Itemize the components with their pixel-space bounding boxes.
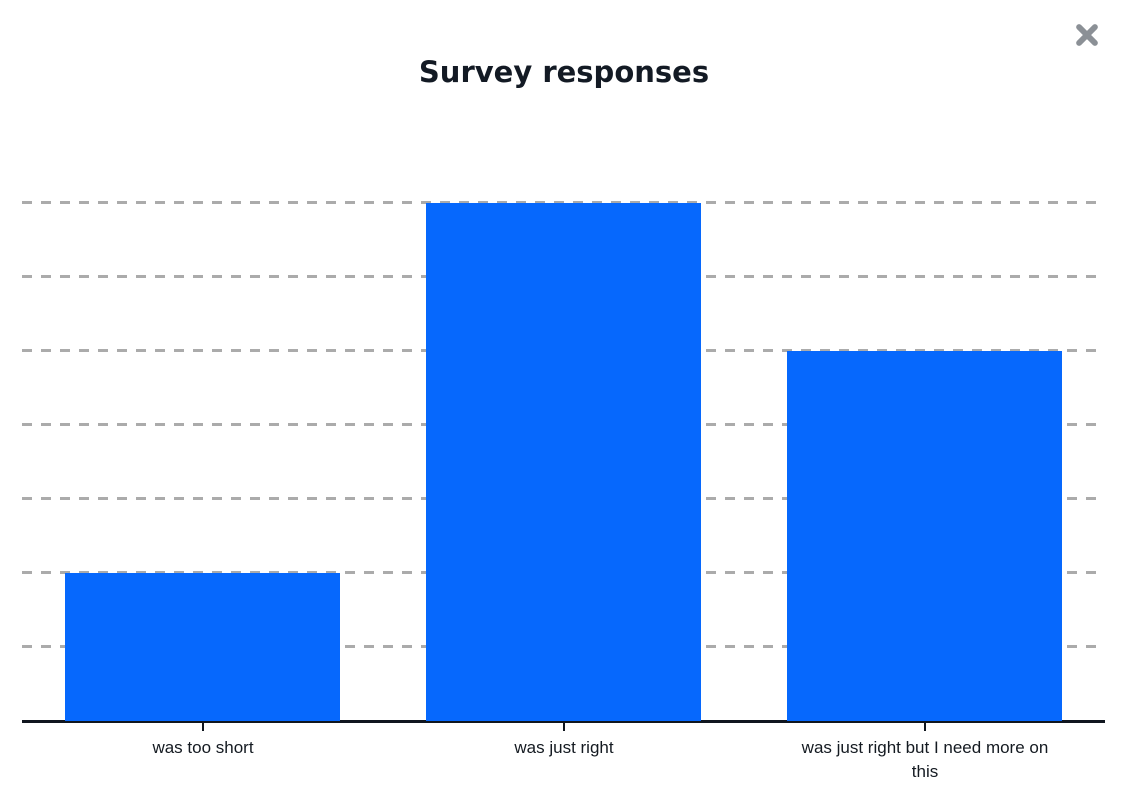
chart-title: Survey responses <box>418 55 710 89</box>
x-axis-line <box>22 720 1105 723</box>
close-icon <box>1076 24 1098 46</box>
close-button[interactable] <box>1069 17 1105 53</box>
x-axis-tick-2 <box>924 723 926 731</box>
bar-2 <box>787 351 1062 721</box>
bar-0 <box>65 573 340 721</box>
x-axis-tick-0 <box>202 723 204 731</box>
gridline-7 <box>22 201 1103 204</box>
x-axis-label-0: was too short <box>152 738 254 757</box>
bar-1 <box>426 203 701 721</box>
x-axis-label-1: was just right <box>514 738 614 757</box>
x-axis-label-2: was just right but I need more on this <box>801 738 1049 781</box>
x-axis-tick-1 <box>563 723 565 731</box>
